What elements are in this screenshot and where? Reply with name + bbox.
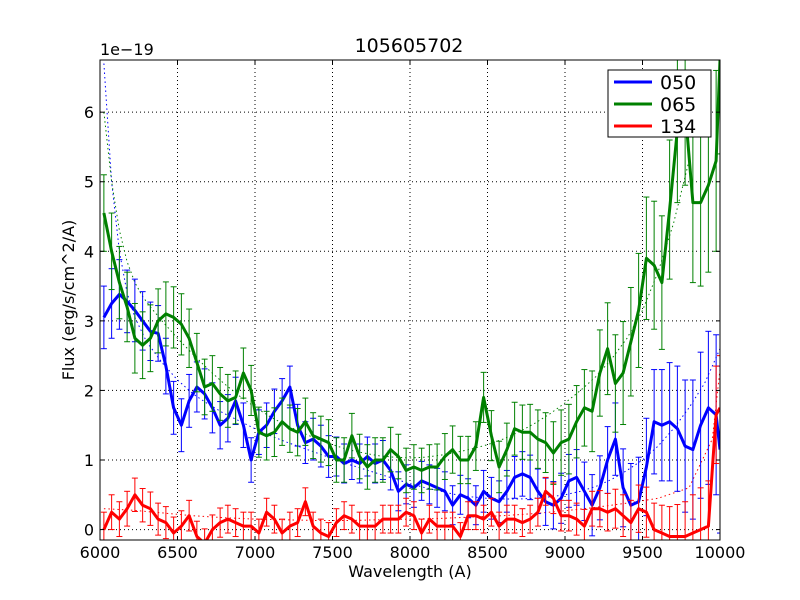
- y-axis-label: Flux (erg/s/cm^2/A): [59, 220, 78, 381]
- series-line-134: [102, 407, 720, 540]
- model-lines: [103, 63, 720, 521]
- plot-area: 6000 6500 7000 7500 8000 8500 9000 9500 10000 0 1 2…: [80, 59, 746, 562]
- series-line-065: [102, 60, 720, 472]
- chart-title: 105605702: [355, 35, 464, 57]
- x-tick-label: 6500: [157, 543, 198, 562]
- axis-ticks: 6000 6500 7000 7500 8000 8500 9000 9500 10000 0 1 2…: [80, 60, 746, 562]
- model-line-134-model: [103, 369, 720, 521]
- data-series: [100, 60, 720, 540]
- series-134: [100, 355, 720, 540]
- x-tick-label: 7000: [235, 543, 276, 562]
- x-tick-label: 10000: [695, 543, 746, 562]
- y-tick-label: 5: [84, 173, 94, 192]
- y-tick-label: 4: [84, 242, 94, 261]
- x-tick-label: 8500: [467, 543, 508, 562]
- y-tick-label: 2: [84, 381, 94, 400]
- x-tick-label: 9000: [545, 543, 586, 562]
- x-tick-label: 7500: [312, 543, 353, 562]
- legend-label-050: 050: [660, 72, 696, 94]
- y-tick-label: 1: [84, 451, 94, 470]
- legend-label-065: 065: [660, 94, 696, 116]
- x-tick-label: 6000: [80, 543, 121, 562]
- legend: 050 065 134: [607, 69, 712, 138]
- y-tick-label: 0: [84, 521, 94, 540]
- y-offset-text: 1e−19: [100, 40, 154, 59]
- y-tick-label: 6: [84, 103, 94, 122]
- x-tick-label: 8000: [390, 543, 431, 562]
- x-axis-label: Wavelength (A): [348, 562, 471, 581]
- series-065: [100, 60, 720, 494]
- legend-label-134: 134: [660, 116, 696, 138]
- y-tick-label: 3: [84, 312, 94, 331]
- model-line-050-model: [103, 63, 720, 500]
- x-tick-label: 9500: [622, 543, 663, 562]
